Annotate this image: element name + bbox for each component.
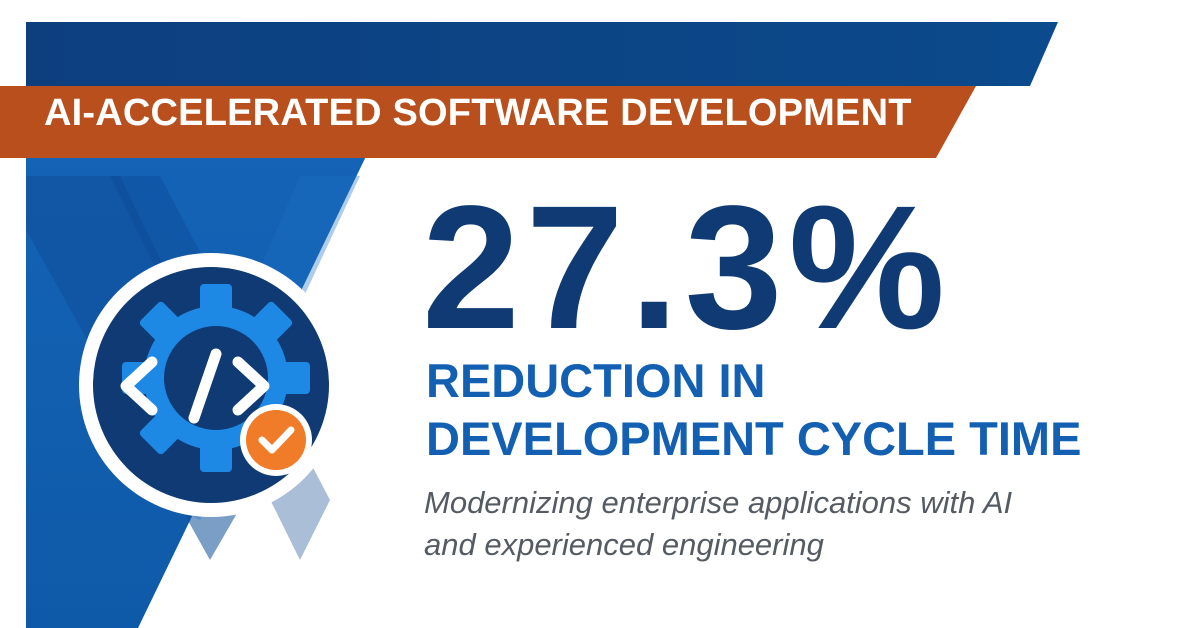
stat-caption: REDUCTION IN DEVELOPMENT CYCLE TIME <box>426 352 1081 468</box>
code-gear-icon <box>79 253 343 517</box>
tagline: Modernizing enterprise applications with… <box>424 482 1012 566</box>
stat-value: 27.3% <box>422 170 952 366</box>
tagline-line-2: and experienced engineering <box>424 527 824 562</box>
banner-label: AI-ACCELERATED SOFTWARE DEVELOPMENT <box>44 92 912 134</box>
top-slant-bar <box>26 22 1058 86</box>
orange-banner <box>0 86 976 158</box>
check-badge-icon <box>240 404 312 476</box>
tagline-line-1: Modernizing enterprise applications with… <box>424 485 1013 520</box>
stat-caption-line-1: REDUCTION IN <box>426 354 766 407</box>
stat-caption-line-2: DEVELOPMENT CYCLE TIME <box>426 412 1082 465</box>
